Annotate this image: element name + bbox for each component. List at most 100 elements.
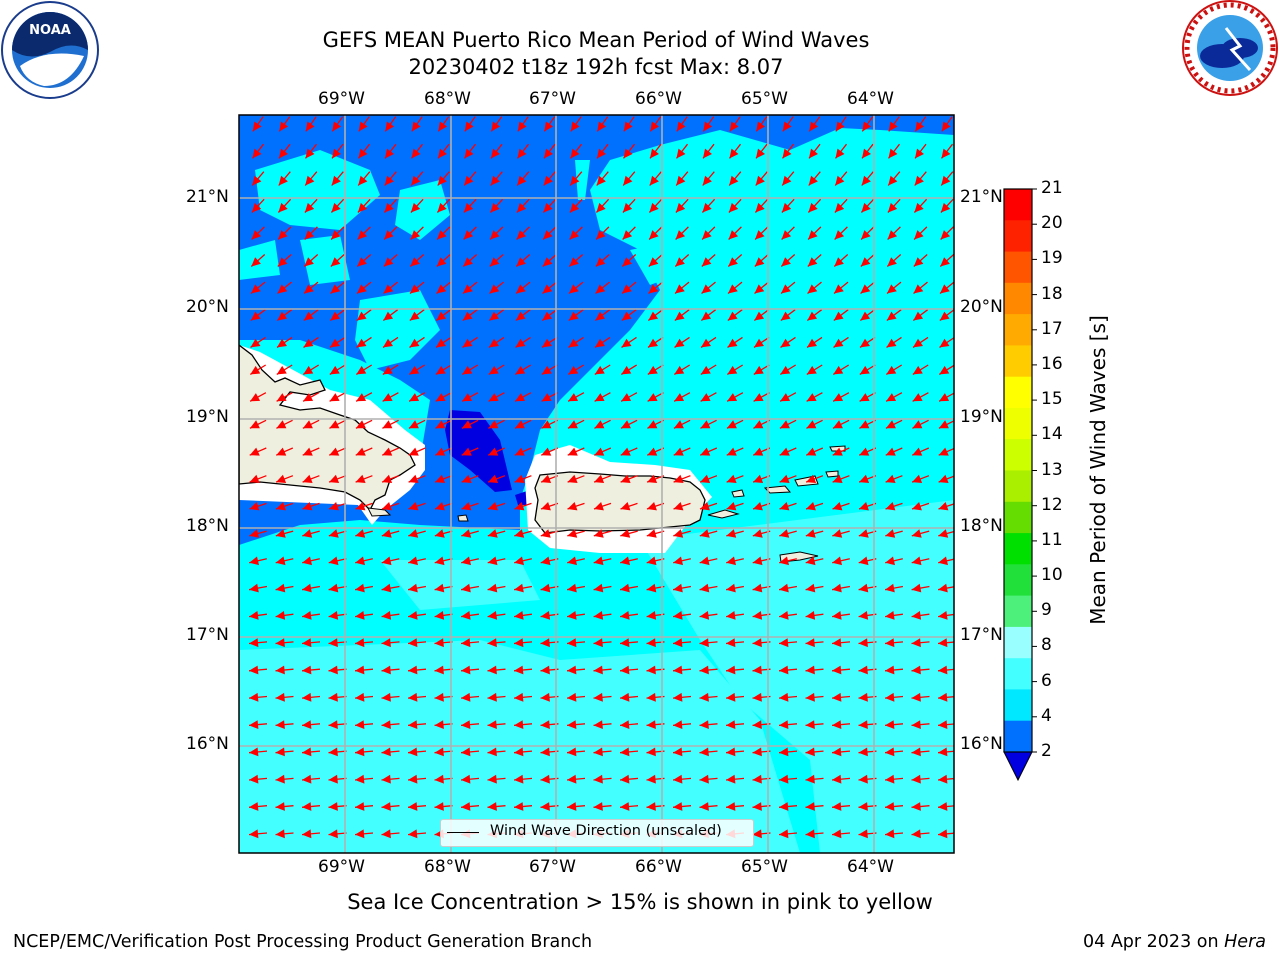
wind-arrow-head bbox=[807, 311, 818, 321]
wind-arrow-head bbox=[567, 665, 577, 675]
wind-arrow-head bbox=[701, 257, 712, 267]
wind-arrow-head bbox=[487, 529, 498, 538]
wind-arrow-head bbox=[594, 447, 605, 456]
wind-arrow-head bbox=[408, 583, 418, 593]
wind-arrow-head bbox=[514, 665, 524, 675]
wind-arrow-head bbox=[249, 638, 259, 648]
wind-arrow-head bbox=[859, 447, 870, 456]
wind-arrow-head bbox=[355, 638, 365, 648]
wind-arrow-head bbox=[620, 420, 631, 429]
wind-arrow-head bbox=[594, 420, 605, 429]
wind-arrow-head bbox=[673, 529, 684, 538]
wind-arrow-head bbox=[885, 802, 895, 811]
wind-arrow-head bbox=[913, 257, 924, 267]
wind-arrow-head bbox=[941, 148, 951, 159]
wind-arrow-head bbox=[726, 556, 736, 566]
wind-arrow-head bbox=[885, 747, 895, 757]
wind-arrow-head bbox=[858, 774, 868, 784]
wind-arrow-head bbox=[673, 692, 683, 702]
wind-arrow-head bbox=[805, 720, 815, 729]
wind-arrow-head bbox=[752, 747, 762, 757]
wind-arrow-head bbox=[807, 257, 818, 267]
wind-arrow-head bbox=[411, 175, 421, 186]
lon-tick-top-6: 64°W bbox=[847, 89, 894, 109]
wind-arrow-head bbox=[649, 230, 659, 240]
wind-arrow-head bbox=[779, 720, 789, 729]
wind-arrow-head bbox=[542, 284, 553, 294]
wind-arrow-head bbox=[938, 665, 948, 675]
wind-arrow-head bbox=[858, 529, 869, 538]
wind-arrow-head bbox=[781, 202, 792, 213]
colorbar-band bbox=[1004, 470, 1032, 503]
virgin-island-3 bbox=[825, 470, 839, 478]
wind-arrow-head bbox=[596, 230, 606, 240]
wind-arrow-head bbox=[676, 121, 686, 132]
wind-arrow-head bbox=[646, 611, 657, 620]
wind-arrow-head bbox=[781, 257, 791, 267]
wind-arrow-head bbox=[915, 121, 925, 132]
colorbar-tick-label: 2 bbox=[1041, 741, 1052, 761]
wind-arrow-head bbox=[567, 556, 577, 566]
wind-arrow-head bbox=[911, 638, 921, 648]
wind-arrow-head bbox=[383, 338, 393, 348]
wind-arrow-head bbox=[911, 802, 921, 811]
wind-arrow-head bbox=[806, 447, 817, 456]
wind-arrow-head bbox=[779, 802, 789, 811]
wind-arrow-head bbox=[914, 202, 924, 213]
wind-arrow-head bbox=[514, 720, 524, 729]
wind-arrow-head bbox=[408, 638, 418, 648]
wind-arrow-head bbox=[567, 502, 578, 511]
wind-arrow-head bbox=[805, 529, 816, 538]
wind-arrow-head bbox=[620, 583, 630, 593]
wind-arrow-head bbox=[357, 230, 368, 240]
wind-arrow-head bbox=[939, 393, 950, 402]
wind-arrow-head bbox=[779, 529, 790, 538]
wind-arrow-head bbox=[517, 148, 527, 159]
wind-arrow-head bbox=[885, 447, 896, 456]
lat-tick-right-4: 18°N bbox=[960, 516, 1003, 536]
wind-arrow-head bbox=[275, 720, 285, 729]
wind-arrow-head bbox=[646, 802, 656, 811]
wind-arrow-head bbox=[807, 338, 817, 348]
wind-arrow-head bbox=[461, 583, 471, 593]
wind-arrow-head bbox=[490, 230, 500, 240]
wind-arrow-head bbox=[620, 692, 630, 702]
wind-arrow-head bbox=[275, 692, 285, 702]
wind-arrow-head bbox=[514, 802, 524, 811]
wind-arrow-head bbox=[410, 284, 420, 294]
lon-tick-bottom-2: 68°W bbox=[424, 857, 471, 877]
wind-arrow-head bbox=[620, 802, 630, 811]
wind-arrow-head bbox=[355, 420, 366, 429]
wind-arrow-head bbox=[621, 365, 632, 375]
wind-arrow-head bbox=[649, 202, 659, 213]
wind-arrow-head bbox=[487, 747, 497, 757]
wind-arrow-head bbox=[570, 121, 580, 132]
wind-arrow-head bbox=[491, 148, 500, 159]
wind-arrow-head bbox=[408, 665, 418, 675]
lon-tick-bottom-4: 66°W bbox=[635, 857, 682, 877]
wind-arrow-head bbox=[544, 148, 553, 159]
wind-arrow-head bbox=[408, 556, 418, 566]
wind-arrow-head bbox=[832, 502, 843, 511]
wind-arrow-head bbox=[408, 502, 419, 511]
wind-arrow-head bbox=[434, 611, 445, 620]
wind-arrow-head bbox=[780, 365, 791, 375]
wind-arrow-head bbox=[940, 257, 950, 267]
wind-arrow-head bbox=[330, 284, 341, 294]
wind-arrow-head bbox=[332, 148, 341, 159]
wind-arrow-head bbox=[463, 230, 474, 240]
wind-arrow-head bbox=[779, 638, 789, 648]
wind-wave-arrows bbox=[248, 116, 954, 839]
wind-arrow-head bbox=[911, 692, 921, 702]
wind-arrow-head bbox=[726, 529, 737, 538]
wind-arrow-head bbox=[913, 284, 924, 294]
wind-arrow-head bbox=[461, 720, 471, 729]
wind-arrow-head bbox=[516, 284, 526, 294]
wind-arrow-head bbox=[753, 420, 764, 429]
wind-arrow-head bbox=[726, 747, 736, 757]
wind-arrow-head bbox=[911, 583, 922, 593]
lon-tick-top-5: 65°W bbox=[741, 89, 788, 109]
wind-arrow-head bbox=[805, 692, 815, 702]
wind-arrow-head bbox=[568, 338, 579, 348]
wind-arrow-head bbox=[912, 447, 923, 456]
